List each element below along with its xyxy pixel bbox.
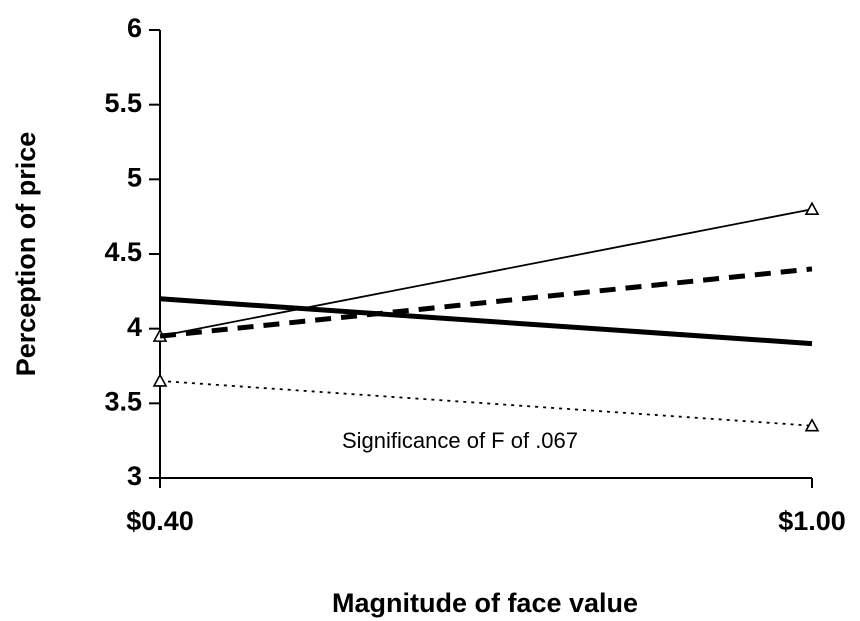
marker (804, 418, 820, 432)
series-line (159, 266, 813, 339)
y-tick-label: 5 (127, 162, 142, 192)
x-tick-label: $0.40 (126, 506, 194, 536)
marker (804, 201, 820, 215)
y-tick-label: 3.5 (104, 386, 142, 416)
y-tick-label: 4 (127, 312, 142, 342)
annotation: Significance of F of .067 (342, 428, 578, 453)
series-line (159, 208, 813, 338)
y-tick-label: 6 (127, 13, 142, 43)
series-line (159, 380, 813, 427)
y-tick-label: 3 (127, 461, 142, 491)
y-tick-label: 5.5 (104, 88, 142, 118)
series-line (159, 296, 813, 347)
x-axis-title: Magnitude of face value (332, 588, 638, 618)
marker (152, 373, 168, 387)
x-tick-label: $1.00 (778, 506, 846, 536)
y-tick-label: 4.5 (104, 237, 142, 267)
y-axis-title: Perception of price (11, 132, 41, 377)
